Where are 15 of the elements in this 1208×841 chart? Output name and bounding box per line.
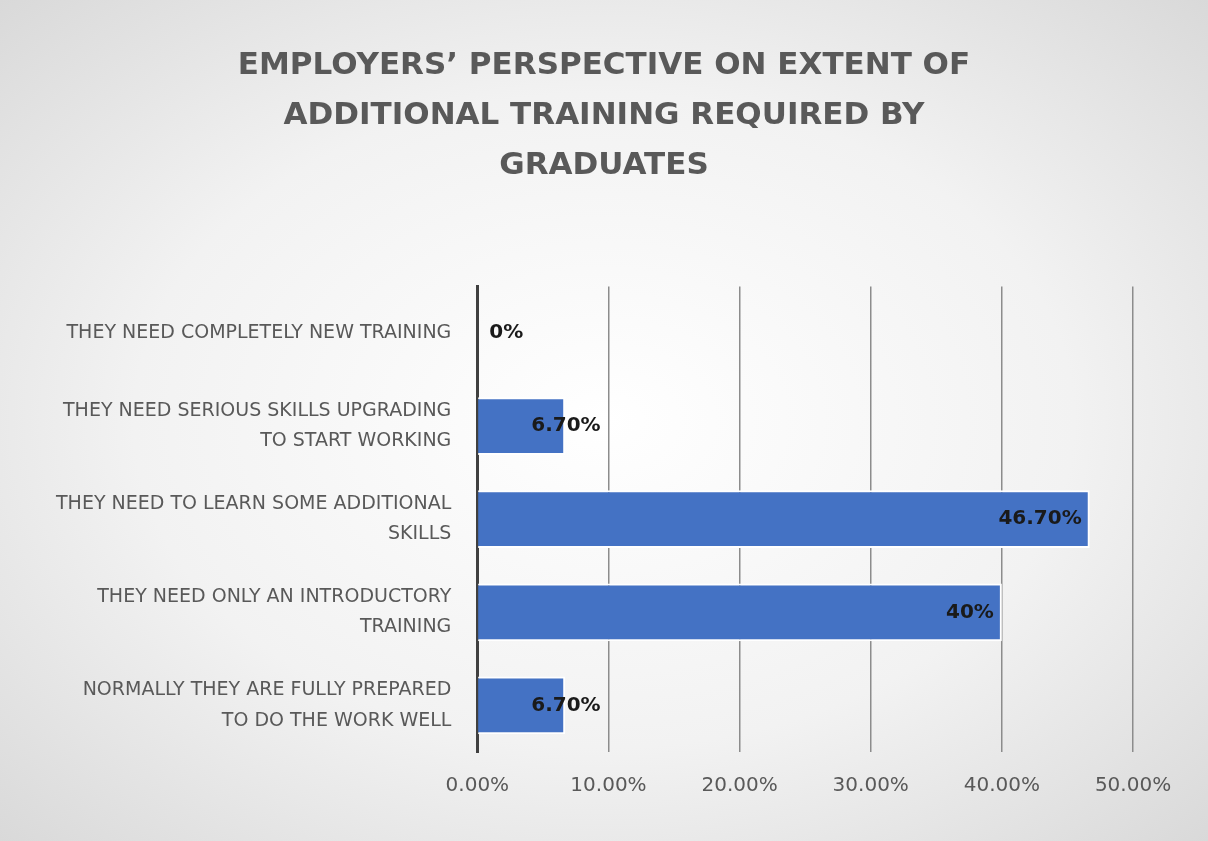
y-tick-label: NORMALLY THEY ARE FULLY PREPARED TO DO THE WORK WELL <box>82 677 452 730</box>
y-tick-label: THEY NEED COMPLETELY NEW TRAINING <box>65 319 452 342</box>
x-tick-label: 0.00% <box>445 772 510 797</box>
y-tick-label: THEY NEED TO LEARN SOME ADDITIONAL SKILLS <box>54 490 452 544</box>
x-tick-label: 20.00% <box>701 772 778 797</box>
chart-title: EMPLOYERS’ PERSPECTIVE ON EXTENT OF ADDITIONAL TRAINING REQUIRED BY GRADUATES <box>236 44 972 183</box>
y-tick-label: THEY NEED SERIOUS SKILLS UPGRADING TO START WORKING <box>61 397 452 451</box>
x-tick-label: 50.00% <box>1094 772 1172 797</box>
x-tick-label: 30.00% <box>832 772 909 797</box>
x-tick-label: 10.00% <box>570 772 647 797</box>
data-label: 40% <box>946 598 994 623</box>
data-label: 46.70% <box>998 505 1082 530</box>
y-tick-label: THEY NEED ONLY AN INTRODUCTORY TRAINING <box>96 584 452 637</box>
data-label: 0% <box>489 319 524 344</box>
x-tick-label: 40.00% <box>963 772 1040 797</box>
